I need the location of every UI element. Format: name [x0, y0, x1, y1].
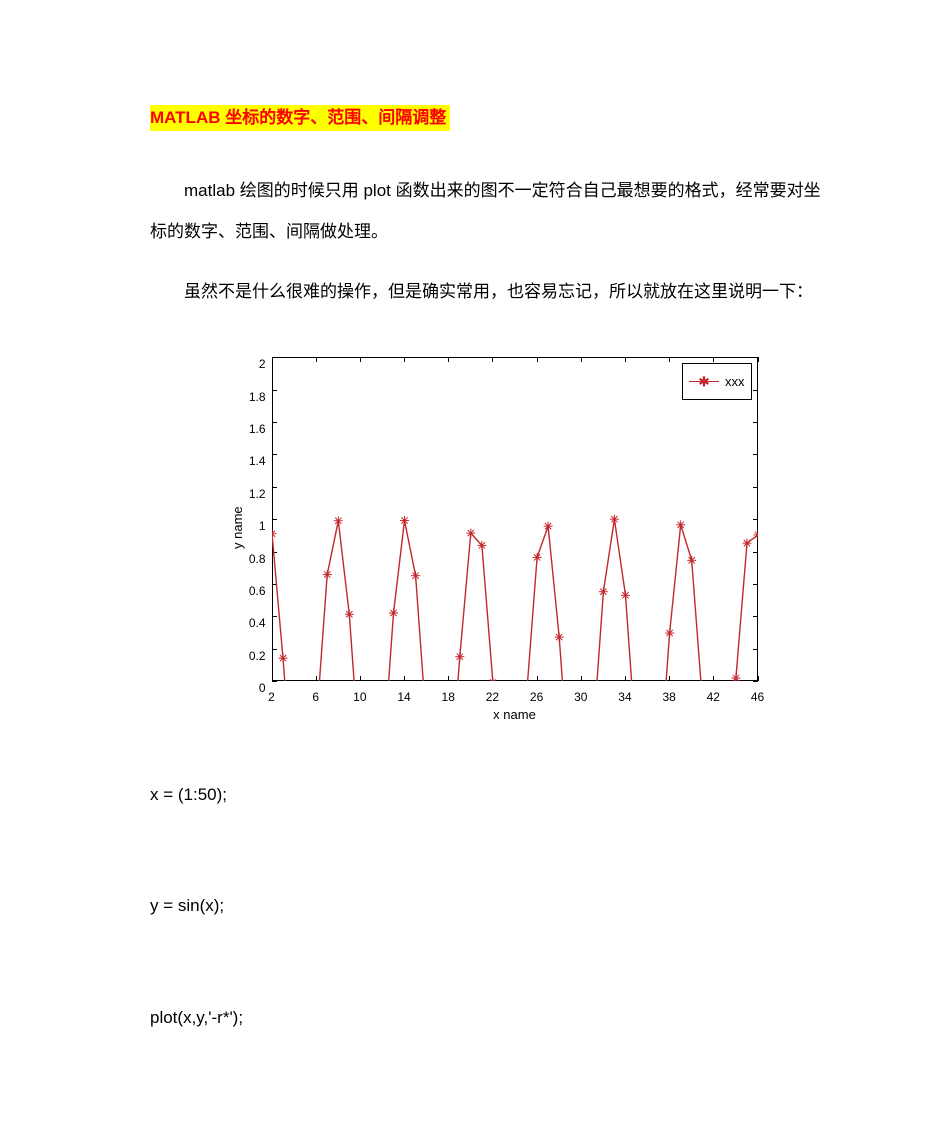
page-title: MATLAB 坐标的数字、范围、间隔调整: [150, 100, 825, 171]
series-marker: [543, 522, 552, 531]
series-marker: [620, 591, 629, 600]
series-marker: [687, 556, 696, 565]
series-marker: [477, 541, 486, 550]
paragraph-2: 虽然不是什么很难的操作，但是确实常用，也容易忘记，所以就放在这里说明一下：: [150, 272, 825, 313]
code-line-1: x = (1:50);: [150, 775, 825, 816]
series-marker: [731, 674, 740, 683]
legend: ✱ xxx: [682, 363, 752, 400]
series-marker: [344, 610, 353, 619]
series-marker: [389, 609, 398, 618]
legend-marker-icon: ✱: [698, 375, 710, 389]
series-line: [208, 349, 760, 683]
code-line-3: plot(x,y,'-r*');: [150, 998, 825, 1039]
legend-sample-line: ✱: [689, 381, 719, 382]
series-marker: [400, 516, 409, 525]
series-marker: [676, 521, 685, 530]
paragraph-1: matlab 绘图的时候只用 plot 函数出来的图不一定符合自己最想要的格式，…: [150, 171, 825, 253]
series-marker: [411, 571, 420, 580]
series-marker: [333, 516, 342, 525]
series-marker: [488, 678, 497, 683]
series-marker: [455, 652, 464, 661]
series-marker: [532, 553, 541, 562]
series-marker: [554, 633, 563, 642]
x-axis-label: x name: [272, 699, 758, 730]
code-line-2: y = sin(x);: [150, 886, 825, 927]
chart-figure: 00.20.40.60.811.21.41.61.822610141822263…: [208, 349, 768, 729]
series-marker: [598, 587, 607, 596]
series-marker: [609, 515, 618, 524]
series-marker: [267, 529, 276, 538]
series-marker: [278, 654, 287, 663]
legend-label: xxx: [725, 366, 745, 397]
series-marker: [665, 629, 674, 638]
title-text: MATLAB 坐标的数字、范围、间隔调整: [150, 105, 450, 131]
series-marker: [322, 570, 331, 579]
